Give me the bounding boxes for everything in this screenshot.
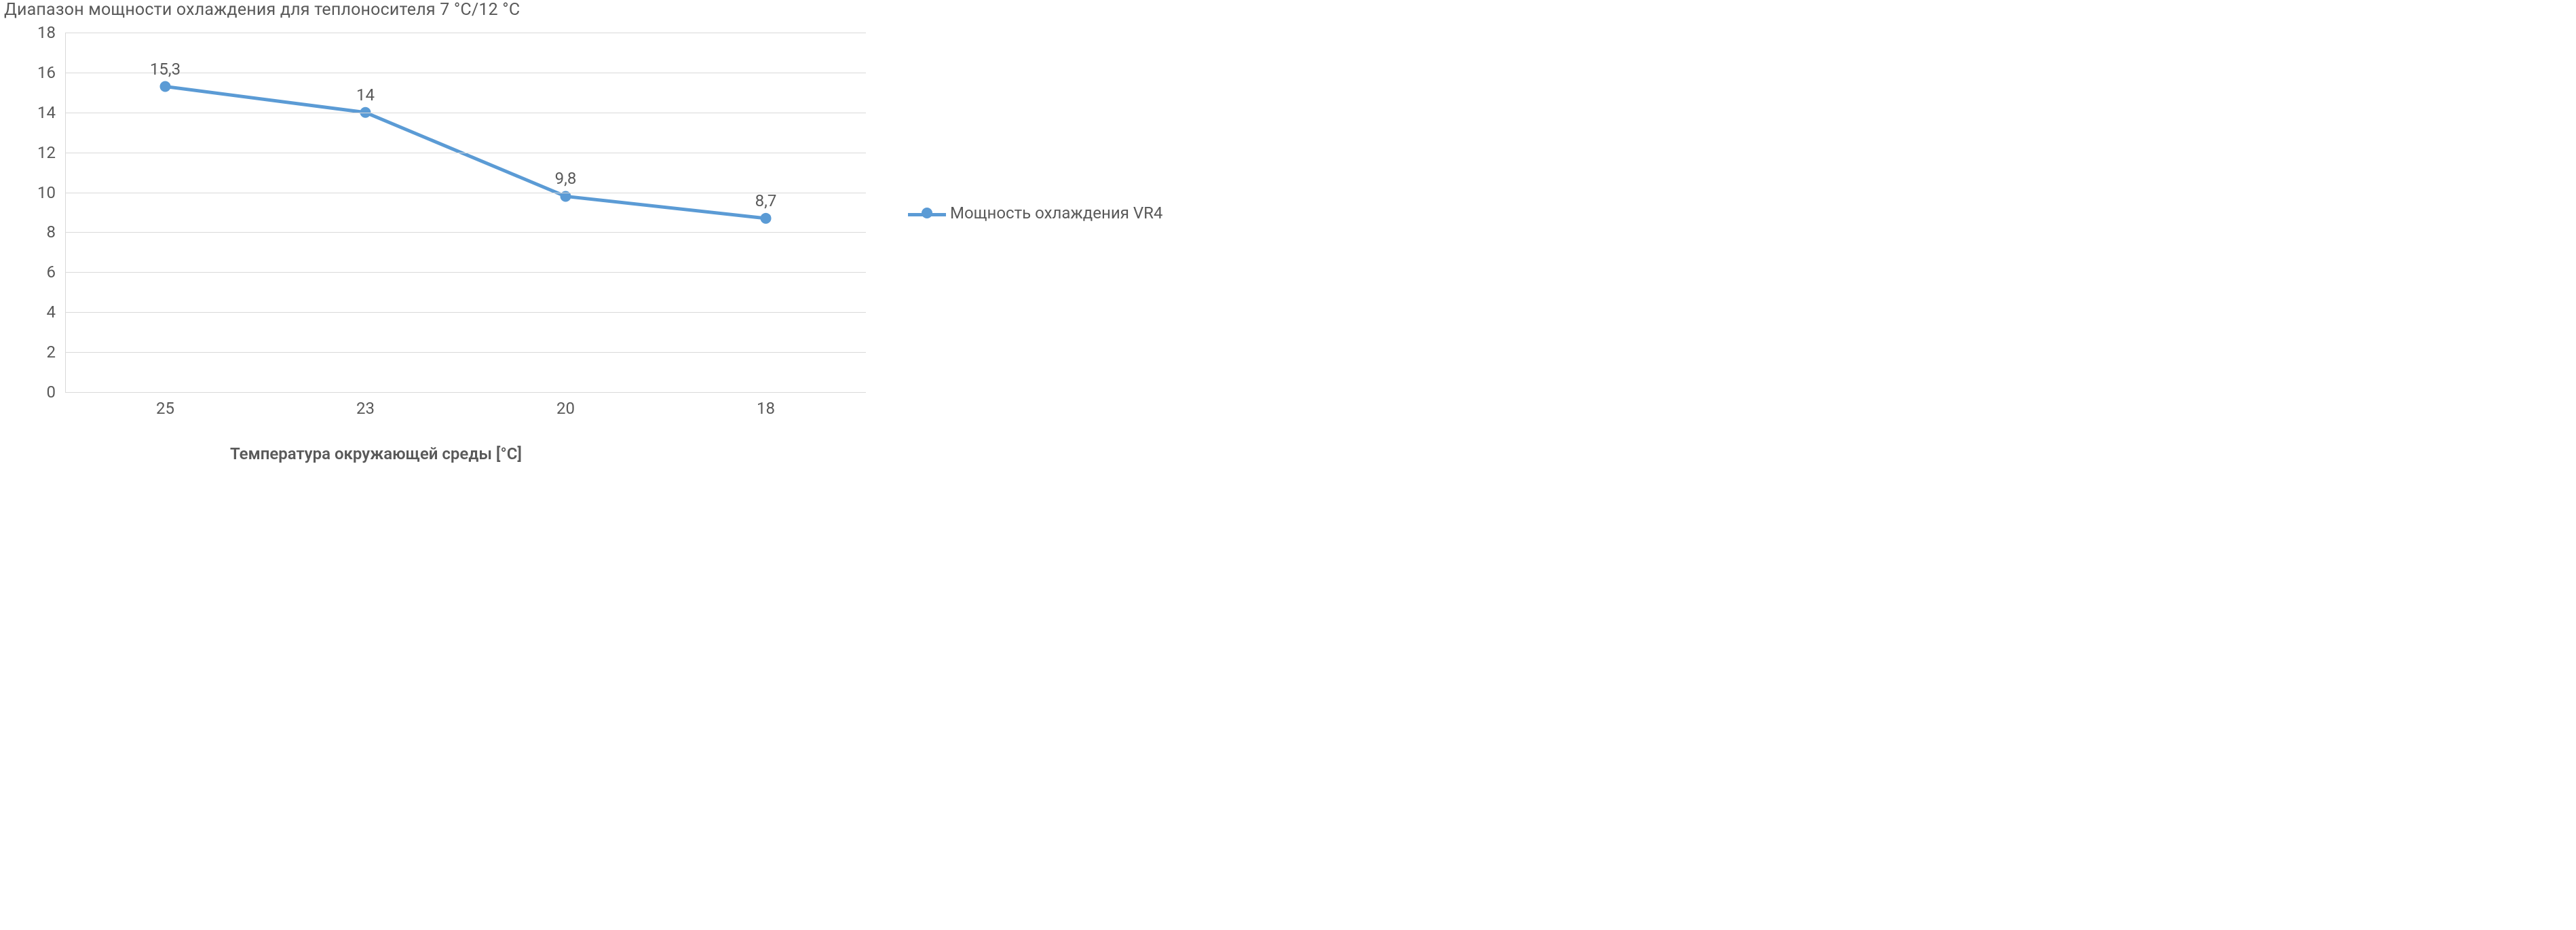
gridline [65, 392, 866, 393]
line-series [65, 33, 866, 392]
y-tick-label: 18 [37, 23, 56, 42]
y-tick-label: 10 [37, 183, 56, 202]
cooling-capacity-chart: Диапазон мощности охлаждения для теплоно… [0, 0, 1288, 465]
y-tick-label: 2 [47, 343, 56, 362]
gridline [65, 232, 866, 233]
y-tick-label: 14 [37, 103, 56, 122]
legend-swatch [908, 205, 946, 221]
gridline [65, 272, 866, 273]
x-axis-label: Температура окружающей среды [°C] [230, 444, 522, 463]
data-label: 15,3 [150, 60, 181, 79]
legend-label: Мощность охлаждения VR4 [950, 204, 1162, 222]
x-tick-label: 25 [156, 399, 174, 418]
plot-area: 0246810121416182523201815,3149,88,7 [65, 33, 866, 392]
data-label: 8,7 [755, 191, 777, 210]
data-label: 9,8 [555, 169, 577, 188]
y-tick-label: 12 [37, 143, 56, 162]
y-tick-label: 16 [37, 63, 56, 82]
x-tick-label: 18 [757, 399, 775, 418]
series-marker [160, 81, 171, 92]
y-tick-label: 6 [47, 263, 56, 282]
chart-title: Диапазон мощности охлаждения для теплоно… [4, 0, 520, 20]
gridline [65, 312, 866, 313]
x-tick-label: 23 [356, 399, 375, 418]
legend-marker-icon [922, 208, 932, 218]
y-tick-label: 8 [47, 222, 56, 241]
x-tick-label: 20 [556, 399, 575, 418]
y-tick-label: 0 [47, 383, 56, 402]
gridline [65, 352, 866, 353]
series-marker [761, 213, 772, 224]
y-tick-label: 4 [47, 303, 56, 322]
legend: Мощность охлаждения VR4 [908, 204, 1162, 222]
data-label: 14 [356, 85, 375, 104]
